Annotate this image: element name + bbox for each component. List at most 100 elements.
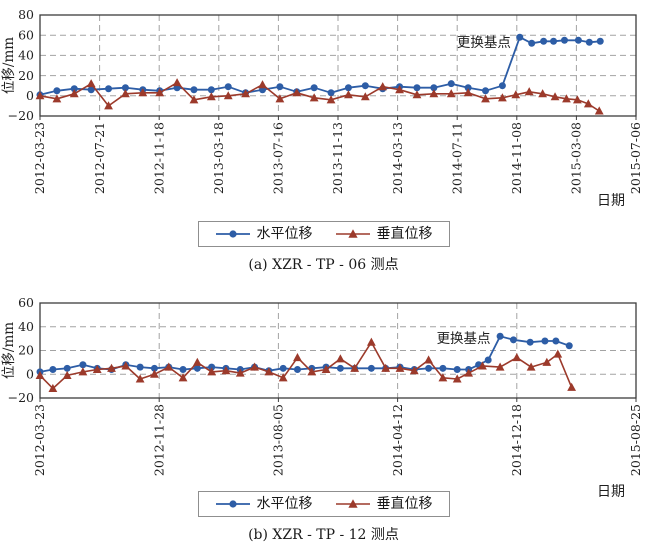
data-point-triangle [497,93,507,102]
data-point-triangle [412,90,422,99]
data-point-triangle [572,95,582,104]
y-tick-label: 60 [18,27,34,42]
x-tick-label: 2012-11-18 [151,122,166,194]
data-point-triangle [395,363,405,372]
axes [39,14,637,120]
legend-item-horizontal-displacement: 水平位移 [215,496,313,511]
data-point-triangle [307,367,317,376]
data-point-triangle [107,363,116,372]
y-axis-title: 位移/mm [1,37,17,94]
data-point-circle [541,337,549,345]
data-point-triangle [138,88,148,97]
x-tick-label: 2015-03-08 [569,122,584,194]
data-point-circle [207,86,215,94]
series-vertical [35,337,577,392]
data-point-triangle [395,85,404,94]
x-tick-label: 2014-07-11 [449,122,464,194]
axis-labels: −20 0 20 40 60 2012-03-23 2012-11-28 2013-08-05… [1,295,643,500]
data-point-triangle [464,368,474,377]
series-horizontal [36,332,573,376]
data-point-circle [560,36,568,44]
data-point-circle [293,366,301,373]
data-point-circle [585,38,593,46]
x-tick-label: 2013-07-16 [271,122,286,194]
data-point-triangle [321,364,331,373]
y-tick-label: 60 [18,295,34,310]
data-point-triangle [135,374,145,383]
data-point-circle [509,336,517,344]
legend-item-horizontal-displacement: 水平位移 [215,226,313,241]
data-point-circle [413,84,421,92]
legend-label-horizontal: 水平位移 [256,496,313,512]
y-tick-label: 20 [18,68,34,83]
data-point-circle [574,36,582,44]
data-point-triangle [360,92,370,101]
legend-item-vertical-displacement: 垂直位移 [335,226,433,241]
data-point-triangle [206,92,216,101]
legend-label-vertical: 垂直位移 [376,496,433,512]
gridlines [40,303,636,398]
y-tick-label: 0 [26,88,34,103]
data-point-triangle [223,91,233,100]
caption-chart-b: (b) XZR - TP - 12 测点 [248,527,399,543]
data-point-circle [540,37,548,45]
data-point-circle [193,364,201,372]
data-point-circle [327,89,335,97]
data-point-triangle [446,89,456,98]
data-point-circle [87,86,95,94]
horizontal-series-line-circle-icon [215,499,250,508]
data-point-circle [526,338,534,346]
data-point-circle [361,82,369,90]
data-point-circle [367,364,375,372]
data-point-triangle [172,78,182,87]
data-point-triangle [192,357,202,366]
data-point-triangle [293,353,302,362]
data-point-triangle [92,364,102,373]
data-point-triangle [309,93,319,102]
data-point-circle [121,84,129,92]
x-tick-label: 2015-08-25 [628,404,643,476]
axes [39,302,637,402]
annotation-base-point-changed: 更换基点 [457,34,511,51]
data-point-circle [516,33,524,41]
data-point-circle [425,364,433,372]
y-tick-label: 80 [18,7,34,22]
data-point-triangle [366,337,376,346]
data-point-triangle [164,362,174,371]
y-tick-label: 40 [18,319,34,334]
data-point-triangle [78,367,88,376]
data-point-circle [208,363,216,371]
data-point-circle [484,356,492,364]
data-point-triangle [567,382,577,391]
data-point-triangle [538,89,548,98]
y-tick-label: −20 [8,390,34,405]
series-horizontal [36,33,604,99]
data-point-circle [79,361,87,369]
data-point-triangle [69,89,79,98]
x-tick-label: 2015-07-06 [628,122,643,194]
data-point-triangle [378,82,388,91]
data-point-circle [276,83,284,91]
x-tick-label: 2013-11-13 [330,122,345,194]
data-point-triangle [511,90,521,99]
data-point-circle [136,363,144,371]
x-axis-title: 日期 [597,193,625,209]
x-tick-label: 2012-03-23 [32,122,47,194]
data-point-triangle [594,106,604,115]
vertical-series-line-triangle-icon [335,228,370,238]
data-point-triangle [429,89,439,98]
x-tick-label: 2014-12-18 [509,404,524,476]
data-point-triangle [35,370,45,379]
data-point-triangle [550,92,560,101]
x-tick-label: 2012-11-28 [151,404,166,476]
y-tick-label: 20 [18,343,34,358]
data-point-triangle [292,88,302,97]
data-point-triangle [121,361,131,370]
data-point-triangle [189,95,199,104]
data-point-circle [528,39,536,47]
data-point-triangle [553,349,563,358]
data-point-circle [552,337,560,345]
horizontal-series-line-circle-icon [215,229,250,238]
y-tick-label: 40 [18,48,34,63]
x-tick-label: 2012-03-23 [32,404,47,476]
